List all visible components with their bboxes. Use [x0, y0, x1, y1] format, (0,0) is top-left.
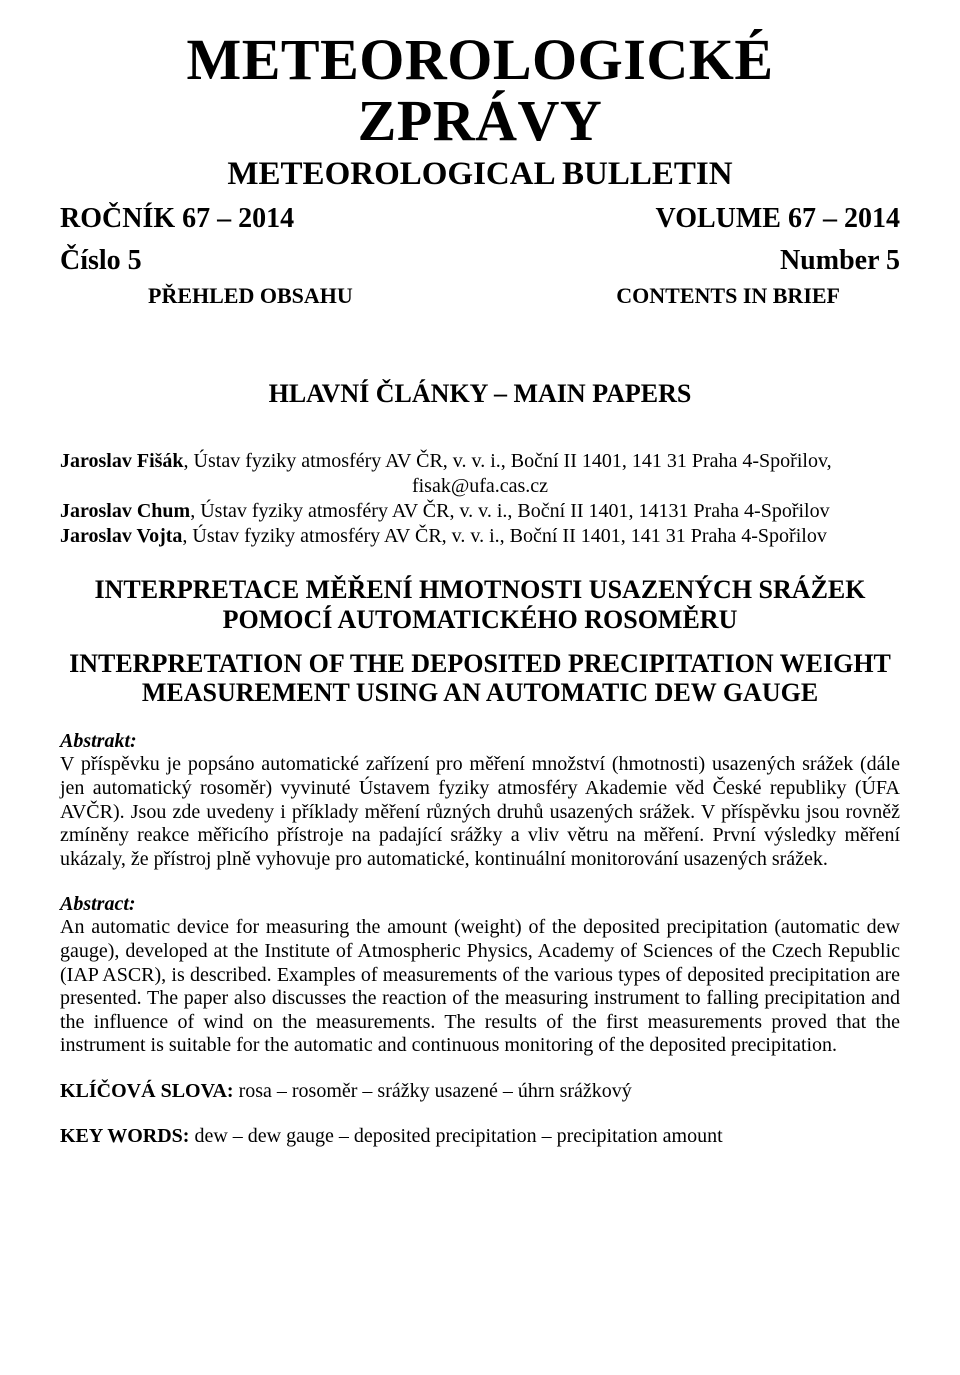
- journal-title-line1: METEOROLOGICKÉ: [186, 27, 773, 92]
- abstract-cz-text: V příspěvku je popsáno automatické zaříz…: [60, 753, 900, 871]
- keywords-cz: KLÍČOVÁ SLOVA: rosa – rosoměr – srážky u…: [60, 1080, 900, 1103]
- keywords-en: KEY WORDS: dew – dew gauge – deposited p…: [60, 1125, 900, 1148]
- keywords-en-text: dew – dew gauge – deposited precipitatio…: [194, 1125, 722, 1147]
- author-3-affiliation: , Ústav fyziky atmosféry AV ČR, v. v. i.…: [182, 525, 826, 547]
- abstract-cz-block: Abstrakt: V příspěvku je popsáno automat…: [60, 730, 900, 871]
- author-1-name: Jaroslav Fišák: [60, 450, 184, 472]
- article-title-cz: INTERPRETACE MĚŘENÍ HMOTNOSTI USAZENÝCH …: [60, 575, 900, 635]
- journal-title: METEOROLOGICKÉ ZPRÁVY: [60, 30, 900, 152]
- abstract-cz-label: Abstrakt:: [60, 730, 900, 753]
- number-row: Číslo 5 Number 5: [60, 245, 900, 277]
- keywords-cz-text: rosa – rosoměr – srážky usazené – úhrn s…: [239, 1080, 632, 1102]
- article-title-en: INTERPRETATION OF THE DEPOSITED PRECIPIT…: [60, 649, 900, 709]
- authors-block: Jaroslav Fišák, Ústav fyziky atmosféry A…: [60, 449, 900, 549]
- volume-en: VOLUME 67 – 2014: [656, 203, 900, 235]
- author-3-name: Jaroslav Vojta: [60, 525, 182, 547]
- volume-row: ROČNÍK 67 – 2014 VOLUME 67 – 2014: [60, 203, 900, 235]
- overview-cz: PŘEHLED OBSAHU: [60, 283, 353, 309]
- abstract-en-block: Abstract: An automatic device for measur…: [60, 893, 900, 1058]
- author-2-name: Jaroslav Chum: [60, 500, 190, 522]
- author-1-email: fisak@ufa.cas.cz: [60, 474, 900, 499]
- author-2-affiliation: , Ústav fyziky atmosféry AV ČR, v. v. i.…: [190, 500, 829, 522]
- page-container: METEOROLOGICKÉ ZPRÁVY METEOROLOGICAL BUL…: [0, 0, 960, 1188]
- journal-subtitle: METEOROLOGICAL BULLETIN: [60, 156, 900, 193]
- number-cz: Číslo 5: [60, 245, 142, 277]
- journal-title-line2: ZPRÁVY: [358, 88, 603, 153]
- keywords-cz-label: KLÍČOVÁ SLOVA:: [60, 1080, 239, 1102]
- number-en: Number 5: [780, 245, 900, 277]
- abstract-en-label: Abstract:: [60, 893, 900, 916]
- section-header: HLAVNÍ ČLÁNKY – MAIN PAPERS: [60, 379, 900, 409]
- abstract-en-text: An automatic device for measuring the am…: [60, 916, 900, 1058]
- overview-row: PŘEHLED OBSAHU CONTENTS IN BRIEF: [60, 283, 900, 309]
- keywords-en-label: KEY WORDS:: [60, 1125, 194, 1147]
- author-1-affiliation: , Ústav fyziky atmosféry AV ČR, v. v. i.…: [184, 450, 832, 472]
- volume-cz: ROČNÍK 67 – 2014: [60, 203, 294, 235]
- overview-en: CONTENTS IN BRIEF: [616, 283, 900, 309]
